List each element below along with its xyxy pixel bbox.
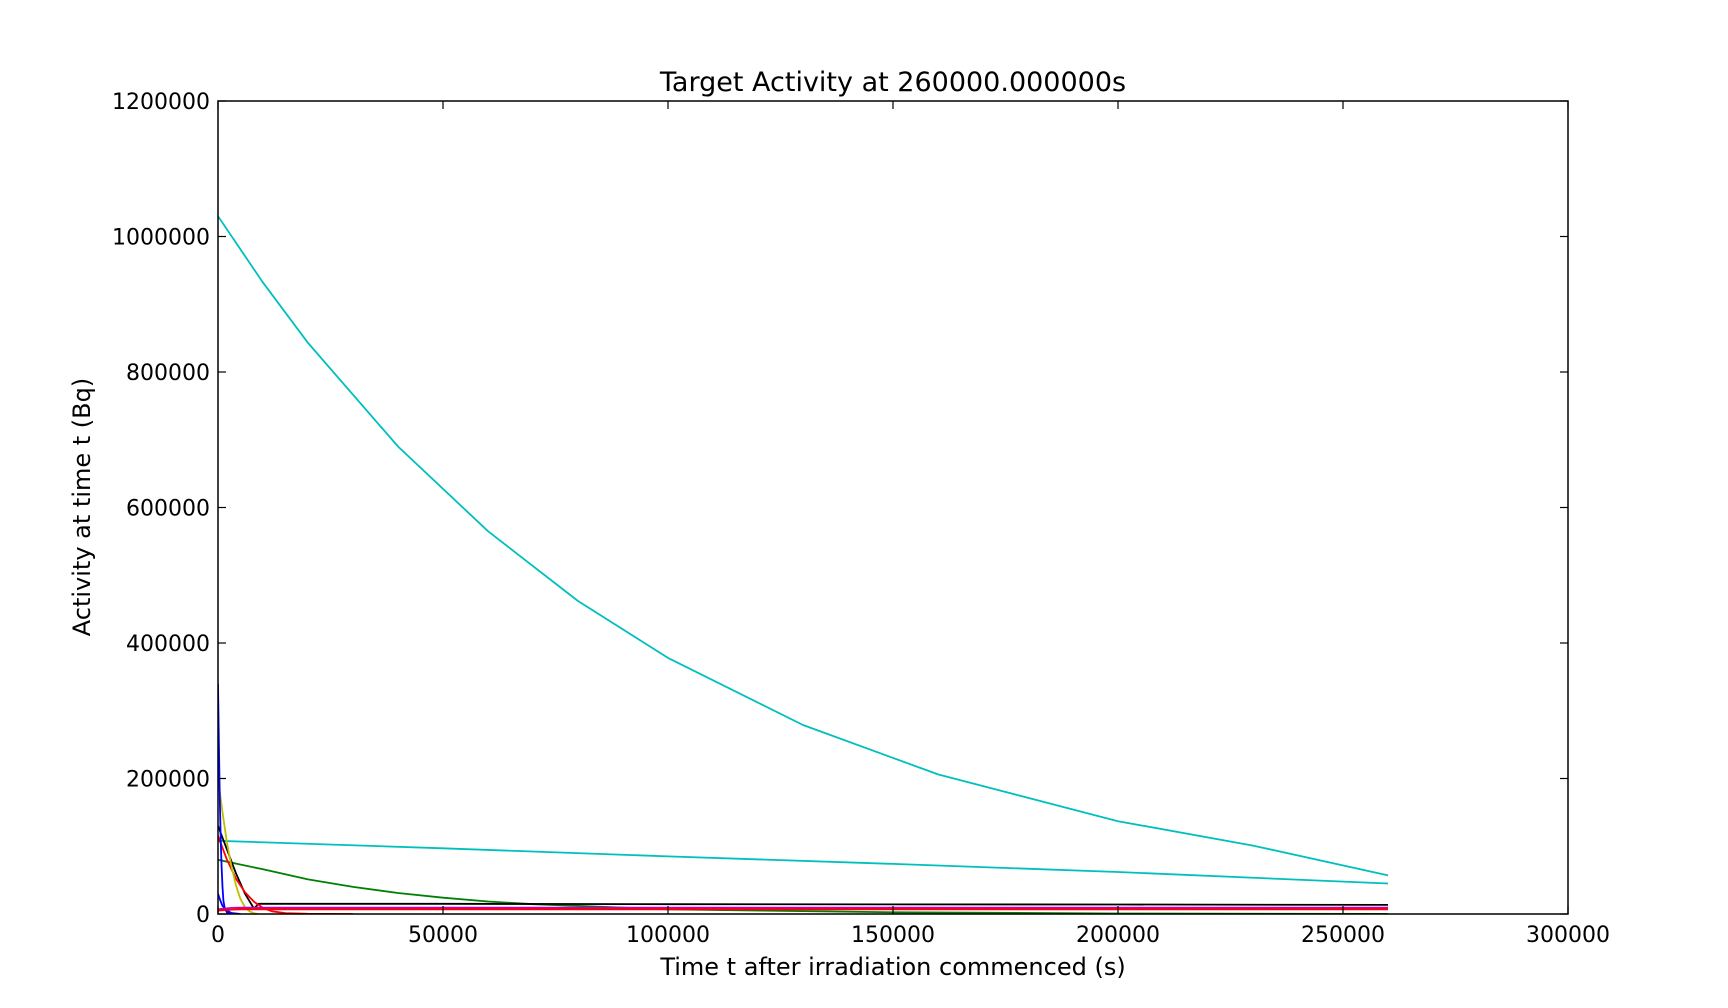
x-tick-label: 250000	[1301, 923, 1385, 948]
chart-title: Target Activity at 260000.000000s	[659, 67, 1126, 98]
x-tick-label: 100000	[626, 923, 710, 948]
series-line-9	[218, 906, 1388, 911]
y-axis-label: Activity at time t (Bq)	[68, 378, 96, 636]
y-tick-label: 400000	[126, 632, 210, 657]
series-line-3	[218, 858, 1389, 914]
y-tick-label: 1000000	[112, 226, 210, 251]
x-tick-label: 0	[211, 923, 225, 948]
y-tick-label: 600000	[126, 497, 210, 522]
series-line-2	[218, 839, 1389, 885]
y-tick-label: 1200000	[112, 90, 210, 115]
x-tick-label: 150000	[851, 923, 935, 948]
x-tick-label: 200000	[1076, 923, 1160, 948]
x-tick-label: 50000	[408, 923, 478, 948]
series-line-6	[218, 778, 259, 914]
y-tick-label: 800000	[126, 361, 210, 386]
x-axis-label: Time t after irradiation commenced (s)	[659, 953, 1125, 981]
ticks-group: 0 50000 100000 150000 200000 250000 300000 0 200…	[112, 90, 1610, 948]
series-line-4	[218, 825, 1389, 910]
series-group	[218, 215, 1389, 914]
y-tick-label: 200000	[126, 768, 210, 793]
x-tick-label: 300000	[1526, 923, 1610, 948]
y-tick-label: 0	[196, 903, 210, 928]
series-line-10	[218, 908, 1388, 912]
series-line-1	[218, 215, 1389, 877]
